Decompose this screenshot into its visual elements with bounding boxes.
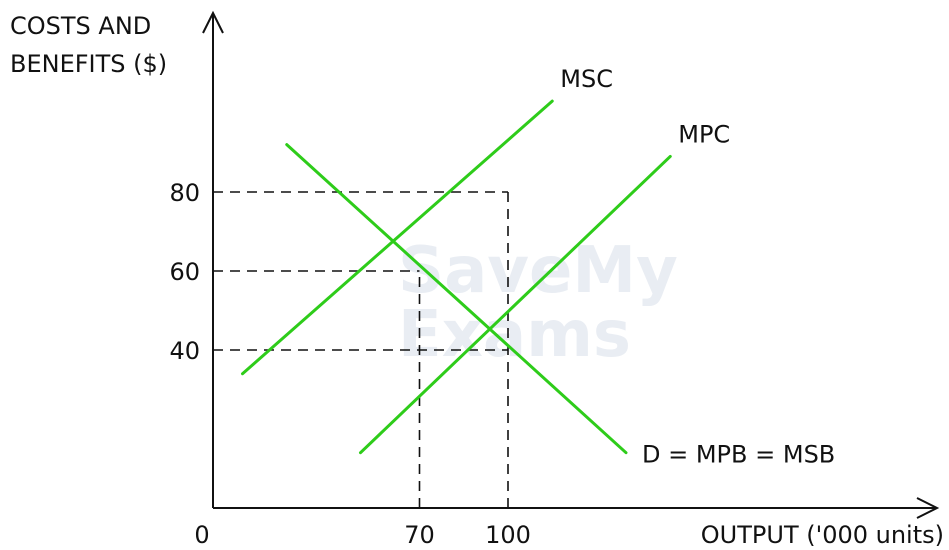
y-axis-label-line-2: BENEFITS ($) <box>10 50 167 78</box>
watermark-line-2: Exams <box>398 298 631 372</box>
series-label: D = MPB = MSB <box>642 441 835 469</box>
x-tick-label: 70 <box>404 521 435 549</box>
y-tick-label: 40 <box>169 337 200 365</box>
guides-layer <box>213 191 509 508</box>
axes <box>202 10 940 519</box>
series-line <box>241 99 554 376</box>
watermark-line-1: SaveMy <box>398 234 678 308</box>
y-axis-arrow-icon <box>202 10 224 34</box>
x-axis-arrow-icon <box>916 497 940 519</box>
series-label: MPC <box>678 120 730 148</box>
y-tick-label: 80 <box>169 179 200 207</box>
watermark: SaveMy Exams <box>398 234 678 372</box>
y-tick-label: 60 <box>169 258 200 286</box>
curves: MSC MPC D = MPB = MSB <box>241 65 835 469</box>
origin-label: 0 <box>194 521 209 549</box>
x-axis-label: OUTPUT ('000 units) <box>701 521 944 549</box>
y-ticks: 40 60 80 <box>169 179 200 365</box>
series-line <box>359 154 672 455</box>
x-tick-label: 100 <box>485 521 531 549</box>
y-axis-label-line-1: COSTS AND <box>10 12 151 40</box>
series-label: MSC <box>560 65 613 93</box>
series-line <box>285 143 628 455</box>
x-ticks: 70 100 <box>404 521 531 549</box>
